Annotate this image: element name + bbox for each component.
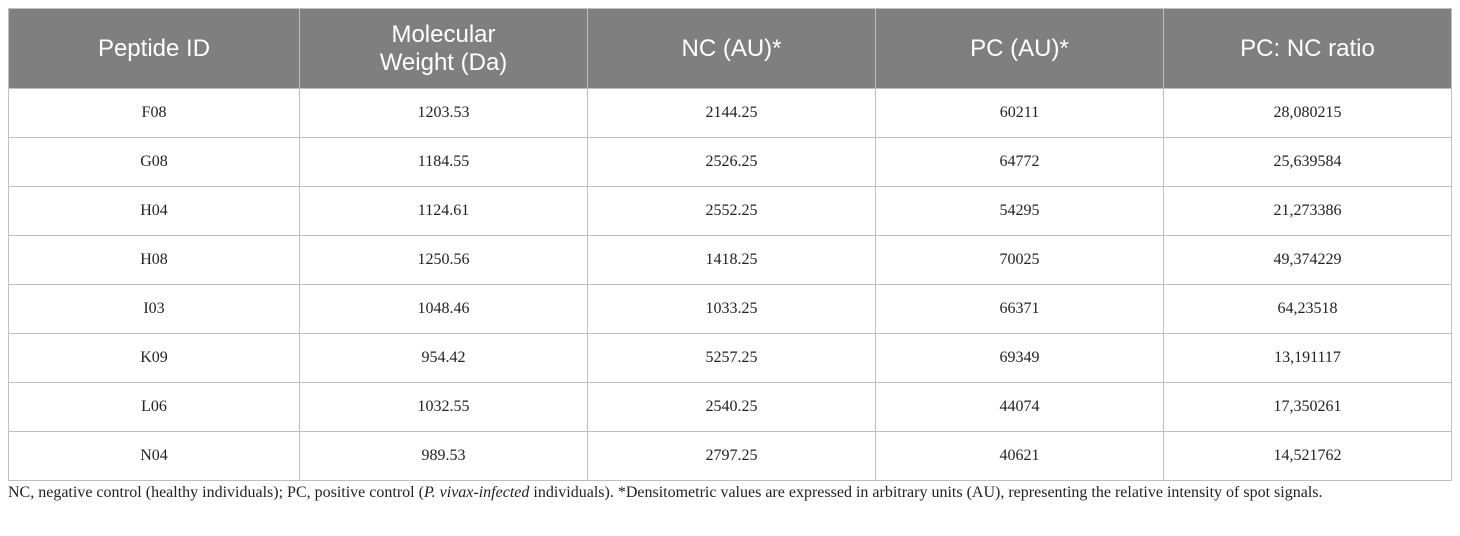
table-cell: 17,350261 (1163, 382, 1452, 432)
table-cell: 1203.53 (299, 88, 588, 138)
header-cell: PC: NC ratio (1163, 8, 1452, 89)
data-table: Peptide ID Molecular Weight (Da) NC (AU)* P… (8, 8, 1452, 481)
footnote: NC, negative control (healthy individual… (8, 481, 1453, 505)
footnote-italic: P. vivax-infected (423, 484, 530, 501)
header-row: Peptide ID Molecular Weight (Da) NC (AU)* P… (8, 8, 1452, 89)
table-cell: F08 (8, 88, 300, 138)
header-cell: Molecular Weight (Da) (299, 8, 588, 89)
table-cell: 44074 (875, 382, 1164, 432)
table-cell: 54295 (875, 186, 1164, 236)
table-cell: 66371 (875, 284, 1164, 334)
table-cell: 2526.25 (587, 137, 876, 187)
table-cell: N04 (8, 431, 300, 481)
table-row: G08 1184.55 2526.25 64772 25,639584 (8, 137, 1452, 187)
table-cell: 1124.61 (299, 186, 588, 236)
table-cell: 64,23518 (1163, 284, 1452, 334)
table-cell: K09 (8, 333, 300, 383)
table-cell: 70025 (875, 235, 1164, 285)
table-row: K09 954.42 5257.25 69349 13,191117 (8, 333, 1452, 383)
table-cell: 1048.46 (299, 284, 588, 334)
table-row: I03 1048.46 1033.25 66371 64,23518 (8, 284, 1452, 334)
table-cell: 28,080215 (1163, 88, 1452, 138)
table-body: F08 1203.53 2144.25 60211 28,080215 G08 1184.5… (8, 88, 1452, 481)
table-cell: 40621 (875, 431, 1164, 481)
table-cell: 954.42 (299, 333, 588, 383)
table-cell: I03 (8, 284, 300, 334)
table-cell: 2552.25 (587, 186, 876, 236)
footnote-text: NC, negative control (healthy individual… (8, 484, 424, 501)
table-header: Peptide ID Molecular Weight (Da) NC (AU)* P… (8, 8, 1452, 89)
header-cell: NC (AU)* (587, 8, 876, 89)
table-cell: 2797.25 (587, 431, 876, 481)
table-cell: 2540.25 (587, 382, 876, 432)
table-cell: G08 (8, 137, 300, 187)
table-cell: 13,191117 (1163, 333, 1452, 383)
table-row: H04 1124.61 2552.25 54295 21,273386 (8, 186, 1452, 236)
table-row: L06 1032.55 2540.25 44074 17,350261 (8, 382, 1452, 432)
table-cell: 14,521762 (1163, 431, 1452, 481)
table-cell: 2144.25 (587, 88, 876, 138)
table-cell: 989.53 (299, 431, 588, 481)
header-cell: PC (AU)* (875, 8, 1164, 89)
table-cell: 69349 (875, 333, 1164, 383)
table-cell: 21,273386 (1163, 186, 1452, 236)
table-row: F08 1203.53 2144.25 60211 28,080215 (8, 88, 1452, 138)
table-row: H08 1250.56 1418.25 70025 49,374229 (8, 235, 1452, 285)
table-cell: 5257.25 (587, 333, 876, 383)
table-cell: 60211 (875, 88, 1164, 138)
footnote-text: individuals). *Densitometric values are … (529, 484, 1323, 501)
table-cell: L06 (8, 382, 300, 432)
table-cell: 1033.25 (587, 284, 876, 334)
table-cell: 49,374229 (1163, 235, 1452, 285)
table-cell: 25,639584 (1163, 137, 1452, 187)
table-cell: 1418.25 (587, 235, 876, 285)
table-cell: H08 (8, 235, 300, 285)
table-cell: 1250.56 (299, 235, 588, 285)
table-cell: H04 (8, 186, 300, 236)
table-cell: 1184.55 (299, 137, 588, 187)
table-row: N04 989.53 2797.25 40621 14,521762 (8, 431, 1452, 481)
table-cell: 1032.55 (299, 382, 588, 432)
table-cell: 64772 (875, 137, 1164, 187)
header-cell: Peptide ID (8, 8, 300, 89)
